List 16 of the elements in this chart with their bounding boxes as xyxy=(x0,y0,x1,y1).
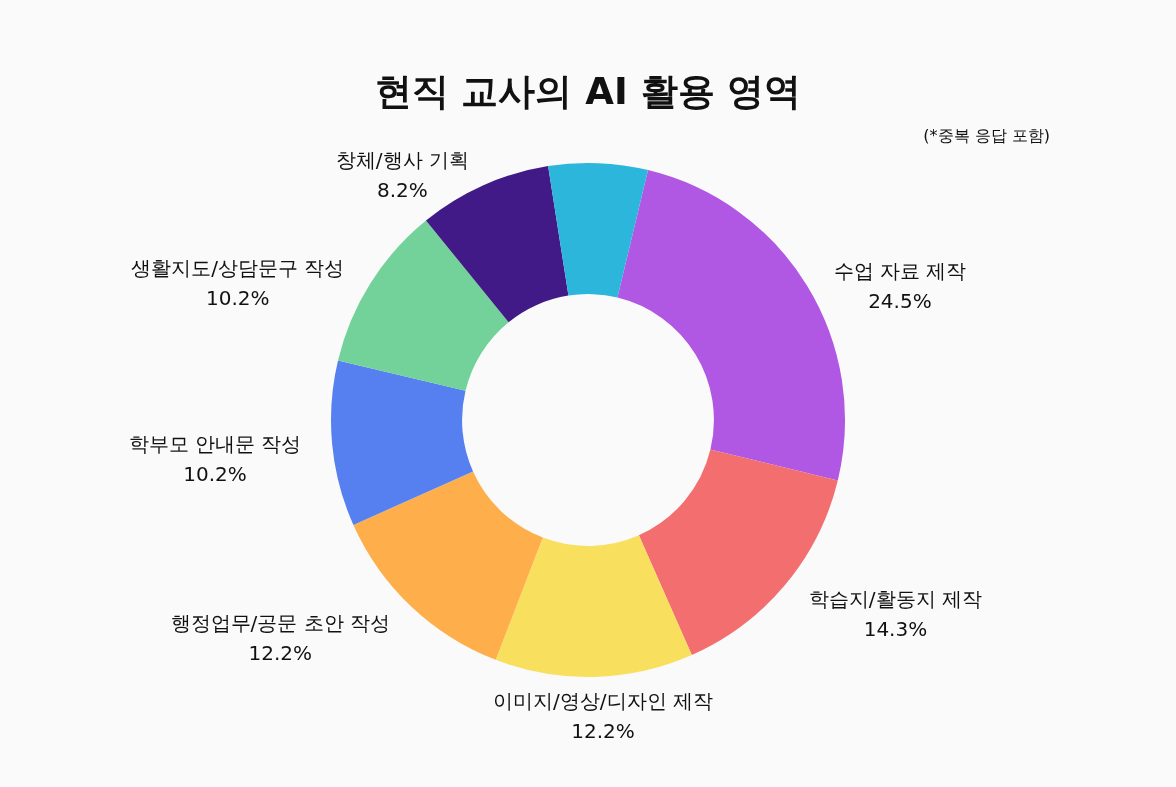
data-label: 10.2% xyxy=(206,285,270,310)
chart-title: 현직 교사의 AI 활용 영역 xyxy=(374,69,802,113)
data-label: 24.5% xyxy=(868,288,932,313)
data-label: 8.2% xyxy=(376,177,428,202)
slice-label: 수업 자료 제작 xyxy=(833,258,967,283)
slice-label: 창체/행사 기획 xyxy=(335,147,469,172)
text: (*중복 응답 포함) xyxy=(923,126,1050,146)
slice-label: 이미지/영상/디자인 제작 xyxy=(493,688,713,713)
data-label: 12.2% xyxy=(571,718,635,743)
slice-label: 행정업무/공문 초안 작성 xyxy=(170,611,390,636)
data-label: 12.2% xyxy=(248,641,313,666)
data-label: 14.3% xyxy=(863,617,928,642)
slice-label: 학부모 안내문 작성 xyxy=(128,432,302,457)
slice-label: 생활지도/상담문구 작성 xyxy=(131,255,345,280)
slice-label: 학습지/활동지 제작 xyxy=(808,587,982,612)
data-label: 10.2% xyxy=(183,462,247,487)
